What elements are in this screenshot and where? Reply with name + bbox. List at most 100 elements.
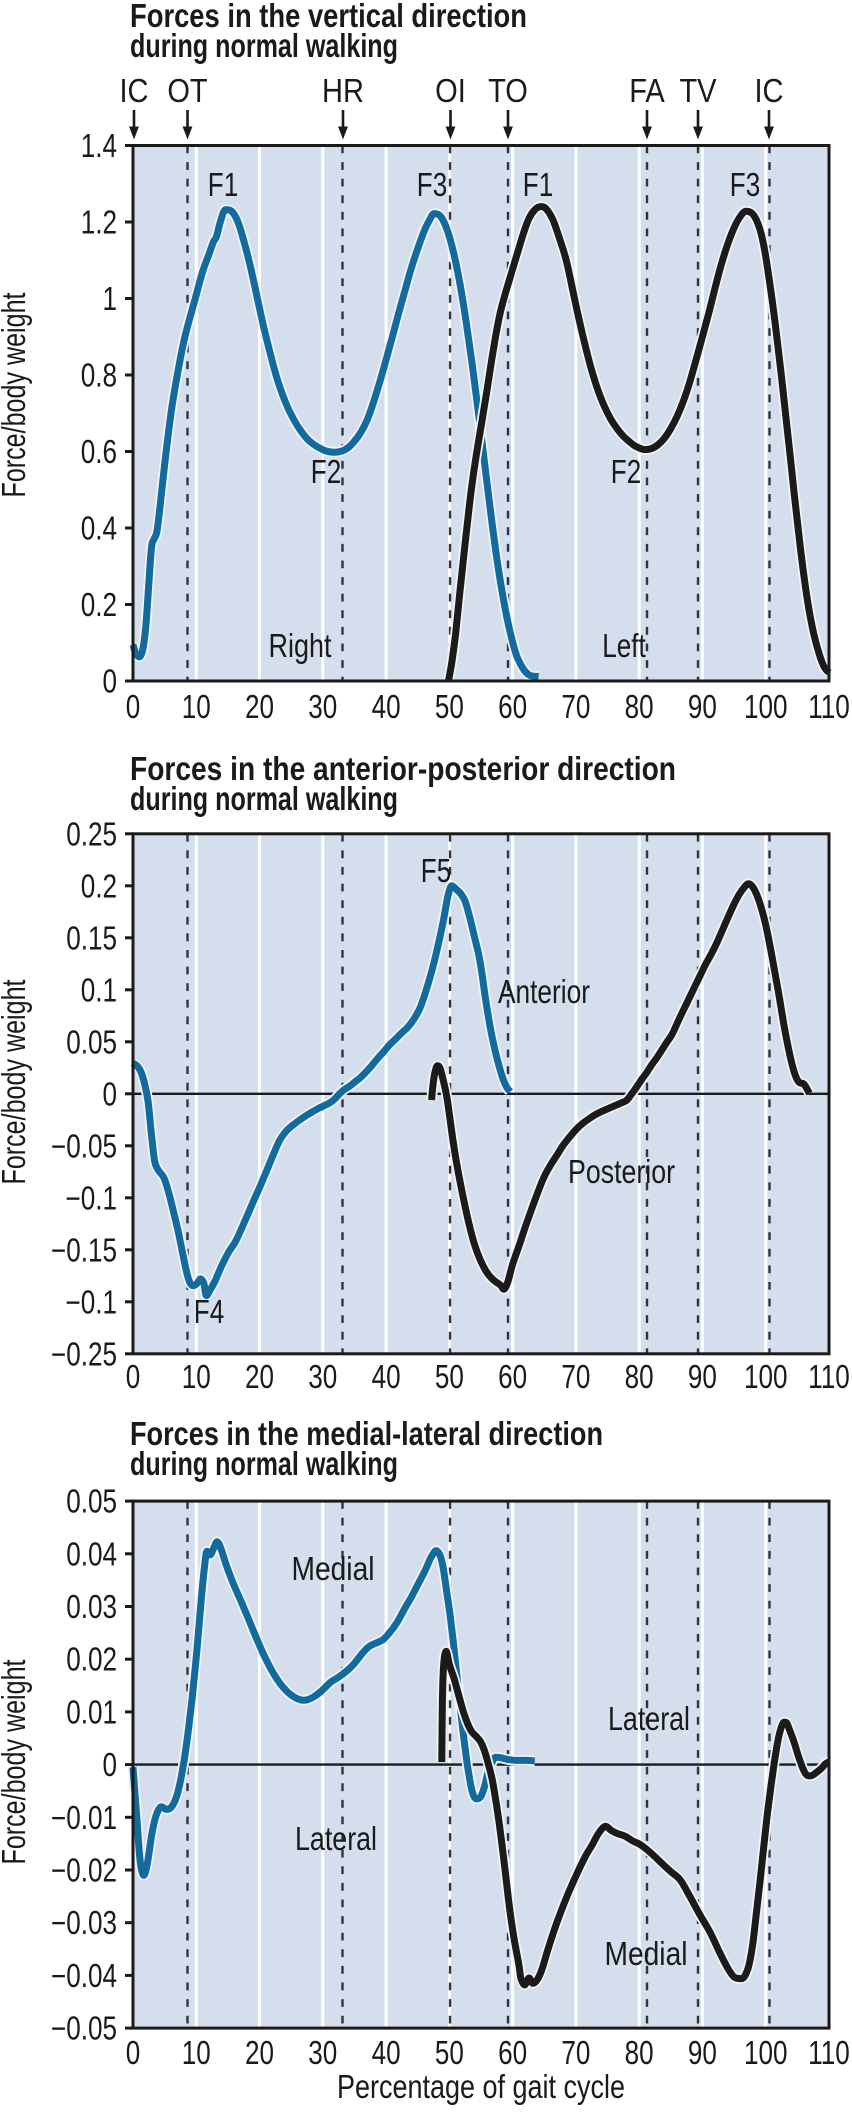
svg-text:0.25: 0.25: [66, 815, 117, 852]
svg-text:Lateral: Lateral: [295, 1820, 377, 1857]
svg-text:80: 80: [625, 688, 654, 725]
svg-text:100: 100: [744, 1358, 788, 1395]
svg-text:1.2: 1.2: [81, 204, 117, 241]
svg-text:0.4: 0.4: [81, 510, 117, 547]
svg-text:Forces in the vertical directi: Forces in the vertical direction: [130, 0, 527, 34]
svg-text:Anterior: Anterior: [498, 973, 590, 1010]
svg-text:during normal walking: during normal walking: [130, 780, 398, 817]
svg-text:0.2: 0.2: [81, 867, 117, 904]
svg-text:TV: TV: [679, 72, 716, 109]
svg-text:F3: F3: [417, 166, 447, 203]
svg-text:40: 40: [372, 688, 401, 725]
svg-text:110: 110: [808, 688, 850, 725]
svg-text:Lateral: Lateral: [608, 1700, 690, 1737]
svg-text:60: 60: [498, 1358, 527, 1395]
svg-text:50: 50: [435, 688, 464, 725]
svg-text:Force/body weight: Force/body weight: [0, 293, 32, 498]
svg-text:0.6: 0.6: [81, 433, 117, 470]
svg-text:70: 70: [561, 2034, 590, 2071]
svg-text:20: 20: [245, 2034, 274, 2071]
svg-text:0: 0: [126, 1358, 141, 1395]
svg-text:0.05: 0.05: [66, 1023, 117, 1060]
svg-text:40: 40: [372, 1358, 401, 1395]
svg-text:F4: F4: [194, 1293, 224, 1330]
svg-text:0.05: 0.05: [66, 1483, 117, 1520]
svg-text:0: 0: [126, 2034, 141, 2071]
svg-text:IC: IC: [755, 72, 784, 109]
svg-text:70: 70: [561, 1358, 590, 1395]
svg-text:80: 80: [625, 1358, 654, 1395]
svg-text:10: 10: [182, 1358, 211, 1395]
svg-text:F1: F1: [523, 166, 553, 203]
svg-text:Medial: Medial: [605, 1935, 688, 1972]
svg-text:100: 100: [744, 2034, 788, 2071]
svg-text:0.02: 0.02: [66, 1641, 117, 1678]
svg-text:−0.02: −0.02: [51, 1852, 117, 1889]
svg-text:F5: F5: [421, 852, 451, 889]
svg-text:0.1: 0.1: [81, 971, 117, 1008]
svg-text:Percentage of gait cycle: Percentage of gait cycle: [337, 2068, 625, 2105]
svg-text:Right: Right: [269, 627, 332, 664]
svg-text:F2: F2: [611, 453, 641, 490]
svg-text:20: 20: [245, 688, 274, 725]
svg-text:1: 1: [103, 280, 118, 317]
svg-text:80: 80: [625, 2034, 654, 2071]
svg-text:0: 0: [103, 1075, 118, 1112]
svg-text:during normal walking: during normal walking: [130, 27, 398, 64]
svg-text:0: 0: [126, 688, 141, 725]
svg-text:0.15: 0.15: [66, 919, 117, 956]
svg-text:90: 90: [688, 688, 717, 725]
svg-text:70: 70: [561, 688, 590, 725]
svg-text:Left: Left: [602, 627, 646, 664]
svg-text:−0.03: −0.03: [51, 1904, 117, 1941]
svg-text:110: 110: [808, 2034, 850, 2071]
svg-text:100: 100: [744, 688, 788, 725]
svg-text:110: 110: [808, 1358, 850, 1395]
svg-text:F2: F2: [311, 453, 341, 490]
svg-text:0.8: 0.8: [81, 357, 117, 394]
svg-text:0: 0: [103, 1746, 118, 1783]
svg-text:FA: FA: [629, 72, 665, 109]
svg-text:F3: F3: [730, 166, 760, 203]
svg-text:HR: HR: [322, 72, 364, 109]
svg-text:−0.1: −0.1: [66, 1179, 118, 1216]
svg-text:Force/body weight: Force/body weight: [0, 1660, 32, 1865]
svg-text:90: 90: [688, 2034, 717, 2071]
svg-text:1.4: 1.4: [81, 127, 117, 164]
svg-text:Force/body weight: Force/body weight: [0, 980, 32, 1185]
svg-text:0.03: 0.03: [66, 1588, 117, 1625]
svg-text:50: 50: [435, 2034, 464, 2071]
svg-text:20: 20: [245, 1358, 274, 1395]
svg-text:0.2: 0.2: [81, 586, 117, 623]
svg-text:30: 30: [308, 1358, 337, 1395]
svg-text:40: 40: [372, 2034, 401, 2071]
svg-text:−0.25: −0.25: [51, 1335, 117, 1372]
svg-text:Posterior: Posterior: [568, 1153, 675, 1190]
svg-text:during normal walking: during normal walking: [130, 1445, 398, 1482]
svg-text:−0.1: −0.1: [66, 1283, 118, 1320]
svg-text:10: 10: [182, 688, 211, 725]
svg-text:−0.05: −0.05: [51, 2010, 117, 2047]
svg-text:Forces in the anterior-posteri: Forces in the anterior-posterior directi…: [130, 750, 676, 787]
svg-text:0.01: 0.01: [66, 1693, 117, 1730]
svg-text:TO: TO: [488, 72, 528, 109]
svg-text:−0.04: −0.04: [51, 1957, 117, 1994]
svg-text:−0.05: −0.05: [51, 1127, 117, 1164]
svg-text:10: 10: [182, 2034, 211, 2071]
svg-text:30: 30: [308, 2034, 337, 2071]
svg-text:−0.15: −0.15: [51, 1231, 117, 1268]
svg-text:IC: IC: [120, 72, 149, 109]
svg-text:−0.01: −0.01: [51, 1799, 117, 1836]
svg-text:F1: F1: [208, 166, 238, 203]
svg-text:Medial: Medial: [292, 1550, 375, 1587]
svg-text:60: 60: [498, 2034, 527, 2071]
svg-text:Forces in the medial-lateral d: Forces in the medial-lateral direction: [130, 1415, 603, 1452]
svg-text:90: 90: [688, 1358, 717, 1395]
svg-text:OT: OT: [167, 72, 207, 109]
svg-text:OI: OI: [435, 72, 466, 109]
svg-text:30: 30: [308, 688, 337, 725]
svg-text:50: 50: [435, 1358, 464, 1395]
svg-text:60: 60: [498, 688, 527, 725]
svg-text:0.04: 0.04: [66, 1535, 117, 1572]
svg-text:0: 0: [103, 663, 118, 700]
